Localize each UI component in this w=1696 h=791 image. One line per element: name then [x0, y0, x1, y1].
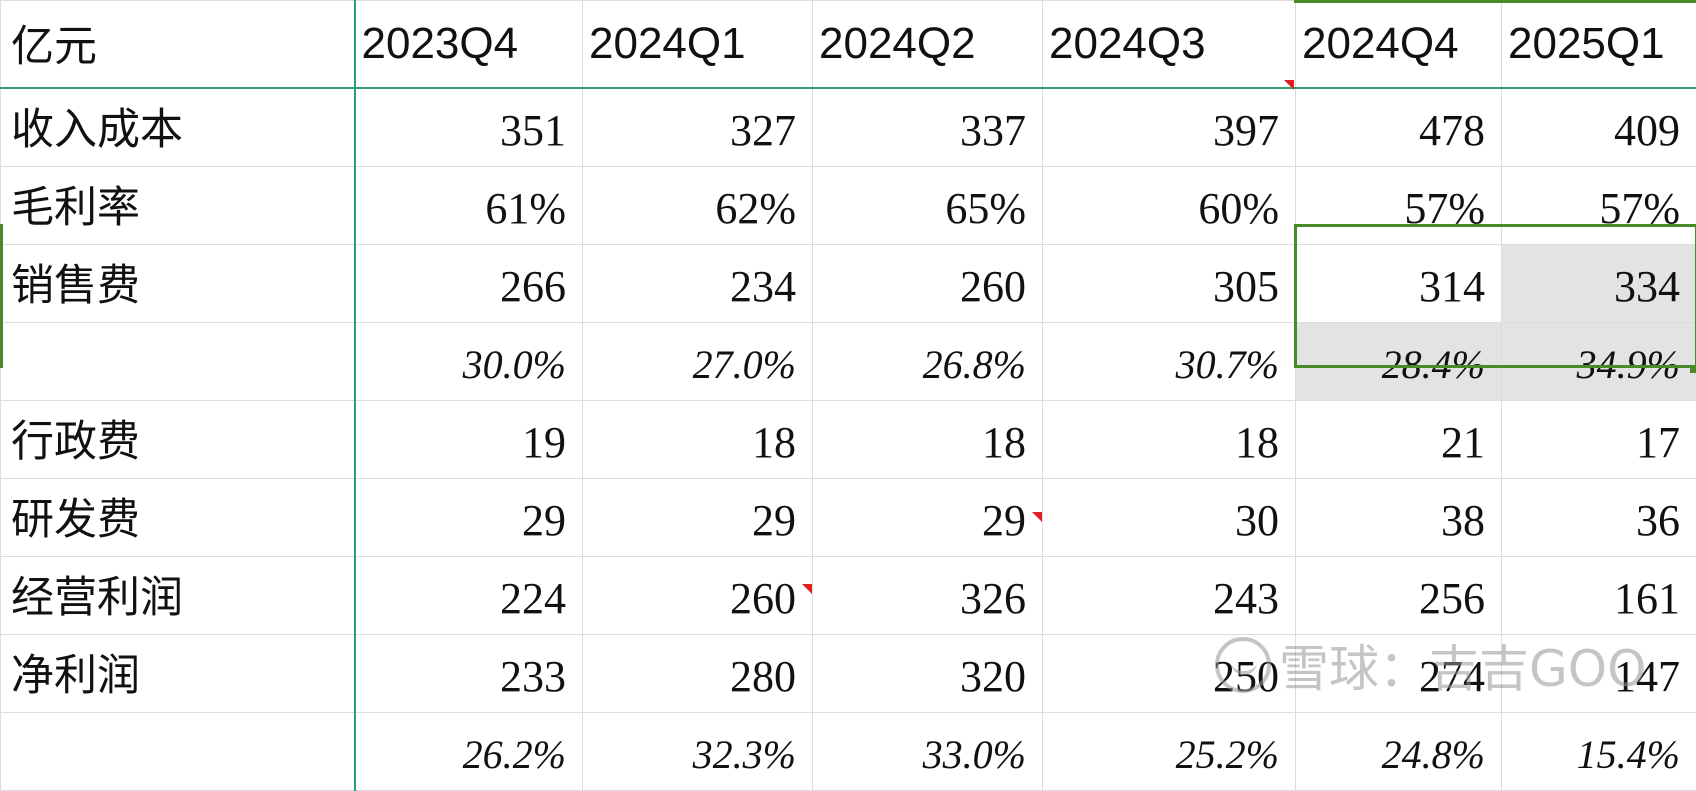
value-cell[interactable]: 337	[813, 88, 1043, 167]
percent-cell[interactable]: 25.2%	[1043, 713, 1296, 791]
row-label-cell[interactable]: 经营利润	[1, 557, 355, 635]
row-label-cell[interactable]: 毛利率	[1, 167, 355, 245]
percent-cell[interactable]: 32.3%	[583, 713, 813, 791]
percent-cell[interactable]: 26.2%	[355, 713, 583, 791]
percent-cell-selected[interactable]: 28.4%	[1296, 323, 1502, 401]
value-cell[interactable]: 21	[1296, 401, 1502, 479]
value-cell[interactable]: 161	[1502, 557, 1696, 635]
comment-marker-icon[interactable]	[1284, 80, 1294, 90]
value-cell[interactable]: 409	[1502, 88, 1696, 167]
percent-cell[interactable]: 27.0%	[583, 323, 813, 401]
spreadsheet-grid: 亿元 2023Q4 2024Q1 2024Q2 2024Q3 2024Q4 20…	[0, 0, 1696, 726]
table-row-gross-margin: 毛利率 61% 62% 65% 60% 57% 57%	[1, 167, 1696, 245]
percent-cell[interactable]: 30.0%	[355, 323, 583, 401]
value-cell[interactable]: 17	[1502, 401, 1696, 479]
table-row-admin-expense: 行政费 19 18 18 18 21 17	[1, 401, 1696, 479]
value-cell[interactable]: 266	[355, 245, 583, 323]
value-cell[interactable]: 260	[813, 245, 1043, 323]
table-row-revenue-cost: 收入成本 351 327 337 397 478 409	[1, 88, 1696, 167]
value-cell[interactable]: 18	[813, 401, 1043, 479]
percent-cell-selected[interactable]: 34.9%	[1502, 323, 1696, 401]
table-row-rd-expense: 研发费 29 29 29 30 38 36	[1, 479, 1696, 557]
row-label-cell[interactable]	[1, 713, 355, 791]
table-row-net-margin: 26.2% 32.3% 33.0% 25.2% 24.8% 15.4%	[1, 713, 1696, 791]
value-cell[interactable]: 305	[1043, 245, 1296, 323]
value-cell[interactable]: 30	[1043, 479, 1296, 557]
value-cell[interactable]: 18	[1043, 401, 1296, 479]
value-cell[interactable]: 60%	[1043, 167, 1296, 245]
value-cell[interactable]: 478	[1296, 88, 1502, 167]
quarter-header-cell[interactable]: 2025Q1	[1502, 1, 1696, 89]
table-row-selling-expense: 销售费 266 234 260 305 314 334	[1, 245, 1696, 323]
quarter-header-cell[interactable]: 2024Q1	[583, 1, 813, 89]
value-cell[interactable]: 351	[355, 88, 583, 167]
value-cell[interactable]: 29	[813, 479, 1043, 557]
quarter-header-cell[interactable]: 2024Q3	[1043, 1, 1296, 89]
value-cell[interactable]: 29	[583, 479, 813, 557]
value-cell[interactable]: 314	[1296, 245, 1502, 323]
value-cell-selected[interactable]: 334	[1502, 245, 1696, 323]
value-cell[interactable]: 320	[813, 635, 1043, 713]
fill-handle[interactable]	[1690, 365, 1696, 373]
row-label-cell[interactable]: 销售费	[1, 245, 355, 323]
value-cell[interactable]: 234	[583, 245, 813, 323]
value-cell[interactable]: 256	[1296, 557, 1502, 635]
comment-marker-icon[interactable]	[1032, 512, 1042, 522]
table-row-net-profit: 净利润 233 280 320 250 274 147	[1, 635, 1696, 713]
value-cell[interactable]: 29	[355, 479, 583, 557]
value-cell[interactable]: 260	[583, 557, 813, 635]
percent-cell[interactable]: 15.4%	[1502, 713, 1696, 791]
value-cell[interactable]: 326	[813, 557, 1043, 635]
quarter-header-cell[interactable]: 2024Q2	[813, 1, 1043, 89]
value-cell[interactable]: 38	[1296, 479, 1502, 557]
comment-marker-icon[interactable]	[802, 584, 812, 594]
value-cell[interactable]: 274	[1296, 635, 1502, 713]
quarter-header-cell[interactable]: 2024Q4	[1296, 1, 1502, 89]
row-selection-indicator	[0, 224, 3, 368]
row-label-cell[interactable]: 行政费	[1, 401, 355, 479]
table-row-operating-profit: 经营利润 224 260 326 243 256 161	[1, 557, 1696, 635]
value-cell[interactable]: 36	[1502, 479, 1696, 557]
value-cell[interactable]: 62%	[583, 167, 813, 245]
value-cell[interactable]: 327	[583, 88, 813, 167]
value-cell[interactable]: 18	[583, 401, 813, 479]
value-cell[interactable]: 147	[1502, 635, 1696, 713]
percent-cell[interactable]: 24.8%	[1296, 713, 1502, 791]
percent-cell[interactable]: 30.7%	[1043, 323, 1296, 401]
value-cell[interactable]: 224	[355, 557, 583, 635]
percent-cell[interactable]: 33.0%	[813, 713, 1043, 791]
unit-label-cell[interactable]: 亿元	[1, 1, 355, 89]
value-cell[interactable]: 19	[355, 401, 583, 479]
value-cell[interactable]: 280	[583, 635, 813, 713]
table-row-selling-ratio: 30.0% 27.0% 26.8% 30.7% 28.4% 34.9%	[1, 323, 1696, 401]
quarter-header-cell[interactable]: 2023Q4	[355, 1, 583, 89]
value-cell[interactable]: 61%	[355, 167, 583, 245]
value-cell[interactable]: 233	[355, 635, 583, 713]
row-label-cell[interactable]	[1, 323, 355, 401]
value-cell[interactable]: 65%	[813, 167, 1043, 245]
row-label-cell[interactable]: 净利润	[1, 635, 355, 713]
row-label-cell[interactable]: 研发费	[1, 479, 355, 557]
value-cell[interactable]: 250	[1043, 635, 1296, 713]
value-cell[interactable]: 57%	[1502, 167, 1696, 245]
percent-cell[interactable]: 26.8%	[813, 323, 1043, 401]
value-cell[interactable]: 57%	[1296, 167, 1502, 245]
column-selection-indicator	[1294, 0, 1696, 3]
row-label-cell[interactable]: 收入成本	[1, 88, 355, 167]
value-cell[interactable]: 397	[1043, 88, 1296, 167]
header-row: 亿元 2023Q4 2024Q1 2024Q2 2024Q3 2024Q4 20…	[1, 1, 1696, 89]
value-cell[interactable]: 243	[1043, 557, 1296, 635]
